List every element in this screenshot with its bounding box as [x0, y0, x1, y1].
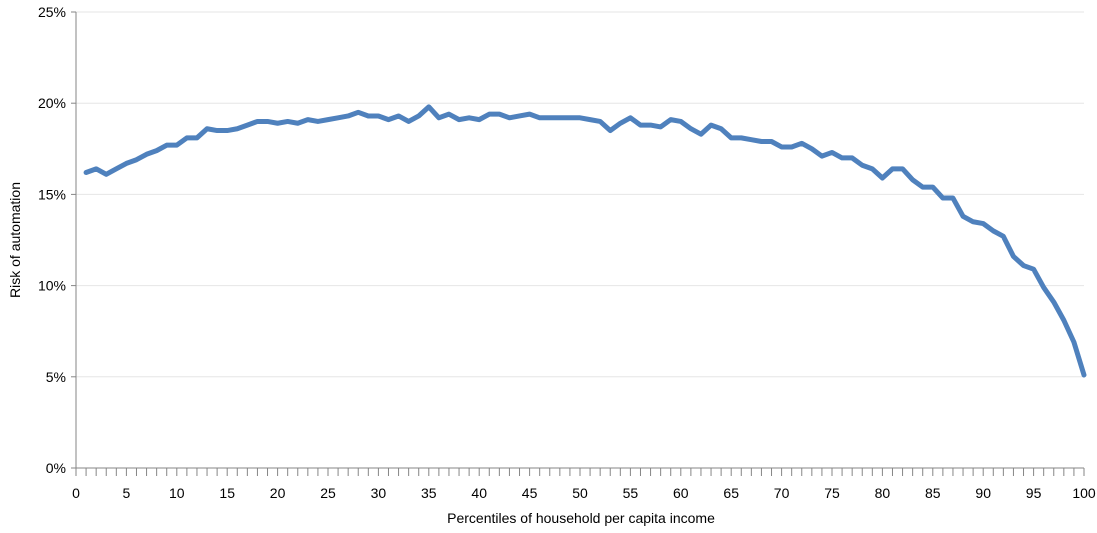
- x-tick-label: 95: [1026, 485, 1042, 501]
- x-tick-label: 35: [421, 485, 437, 501]
- series-line: [83, 104, 1087, 378]
- x-tick-label: 45: [522, 485, 538, 501]
- tick-labels: 0% 5% 10% 15% 20% 25% 0 5 10 15 20 25 30 35 40 45 50 55 60…: [38, 4, 1096, 501]
- y-tick-label: 5%: [46, 369, 66, 385]
- x-tick-label: 0: [72, 485, 80, 501]
- axes: [71, 11, 1085, 476]
- x-tick-label: 70: [774, 485, 790, 501]
- x-tick-label: 40: [471, 485, 487, 501]
- y-tick-label: 25%: [38, 4, 66, 20]
- x-axis-title: Percentiles of household per capita inco…: [447, 510, 715, 526]
- x-tick-label: 75: [824, 485, 840, 501]
- x-tick-label: 85: [925, 485, 941, 501]
- x-tick-label: 20: [270, 485, 286, 501]
- y-axis-title: Risk of automation: [7, 182, 23, 298]
- x-tick-label: 100: [1072, 485, 1096, 501]
- y-tick-label: 0%: [46, 460, 66, 476]
- x-tick-label: 10: [169, 485, 185, 501]
- x-tick-label: 65: [723, 485, 739, 501]
- series-layer: [83, 104, 1087, 378]
- x-tick-label: 55: [623, 485, 639, 501]
- x-tick-label: 25: [320, 485, 336, 501]
- x-tick-label: 60: [673, 485, 689, 501]
- x-tick-label: 15: [219, 485, 235, 501]
- y-tick-label: 20%: [38, 95, 66, 111]
- gridlines: [76, 11, 1084, 378]
- x-tick-label: 50: [572, 485, 588, 501]
- x-tick-label: 30: [371, 485, 387, 501]
- x-tick-label: 80: [875, 485, 891, 501]
- x-tick-label: 90: [975, 485, 991, 501]
- x-tick-label: 5: [123, 485, 131, 501]
- y-tick-label: 15%: [38, 186, 66, 202]
- y-tick-label: 10%: [38, 278, 66, 294]
